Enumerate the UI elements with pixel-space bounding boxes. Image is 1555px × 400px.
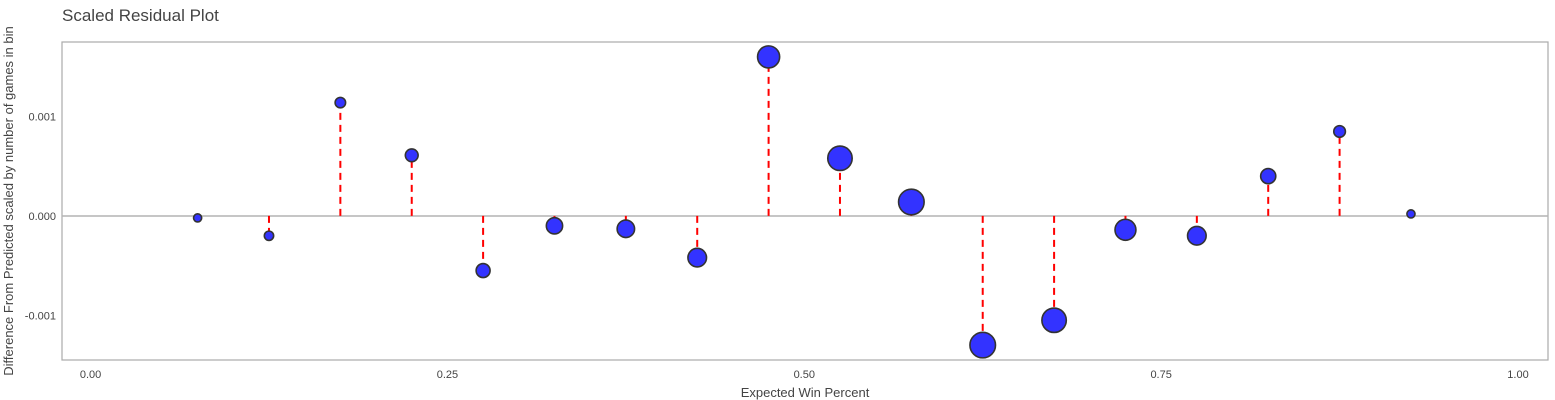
x-tick-label: 0.00 xyxy=(80,369,101,381)
residual-point xyxy=(1041,307,1068,334)
residual-point xyxy=(1259,167,1277,185)
residual-point xyxy=(687,247,708,268)
residual-point xyxy=(756,45,781,69)
residual-point xyxy=(404,148,419,163)
residual-point xyxy=(1186,225,1207,246)
data-points xyxy=(192,45,1416,359)
residual-point xyxy=(897,188,925,216)
residual-point xyxy=(969,331,997,359)
residual-point xyxy=(1114,218,1137,242)
x-tick-label: 1.00 xyxy=(1507,369,1528,381)
x-tick-label: 0.25 xyxy=(437,369,458,381)
residual-point xyxy=(263,230,275,242)
x-tick-label: 0.75 xyxy=(1150,369,1171,381)
y-tick-label: 0.001 xyxy=(28,112,56,124)
residual-point xyxy=(826,145,853,172)
residual-point xyxy=(616,219,636,239)
y-tick-label: 0.000 xyxy=(28,211,56,223)
residual-point xyxy=(1406,209,1416,219)
y-axis-ticks: -0.001 0.000 0.001 xyxy=(25,112,56,323)
y-axis-title: Difference From Predicted scaled by numb… xyxy=(1,26,16,375)
x-axis-ticks: 0.00 0.25 0.50 0.75 1.00 xyxy=(80,369,1529,381)
residual-point xyxy=(545,216,564,235)
chart-title: Scaled Residual Plot xyxy=(62,6,219,25)
residual-point xyxy=(1332,124,1347,139)
residual-point xyxy=(192,213,203,223)
x-axis-title: Expected Win Percent xyxy=(741,385,870,400)
y-tick-label: -0.001 xyxy=(25,310,56,322)
residual-point xyxy=(475,262,491,279)
x-tick-label: 0.50 xyxy=(794,369,815,381)
residual-lines xyxy=(196,56,1412,346)
plot-area xyxy=(61,41,1549,361)
residual-point xyxy=(334,96,347,109)
